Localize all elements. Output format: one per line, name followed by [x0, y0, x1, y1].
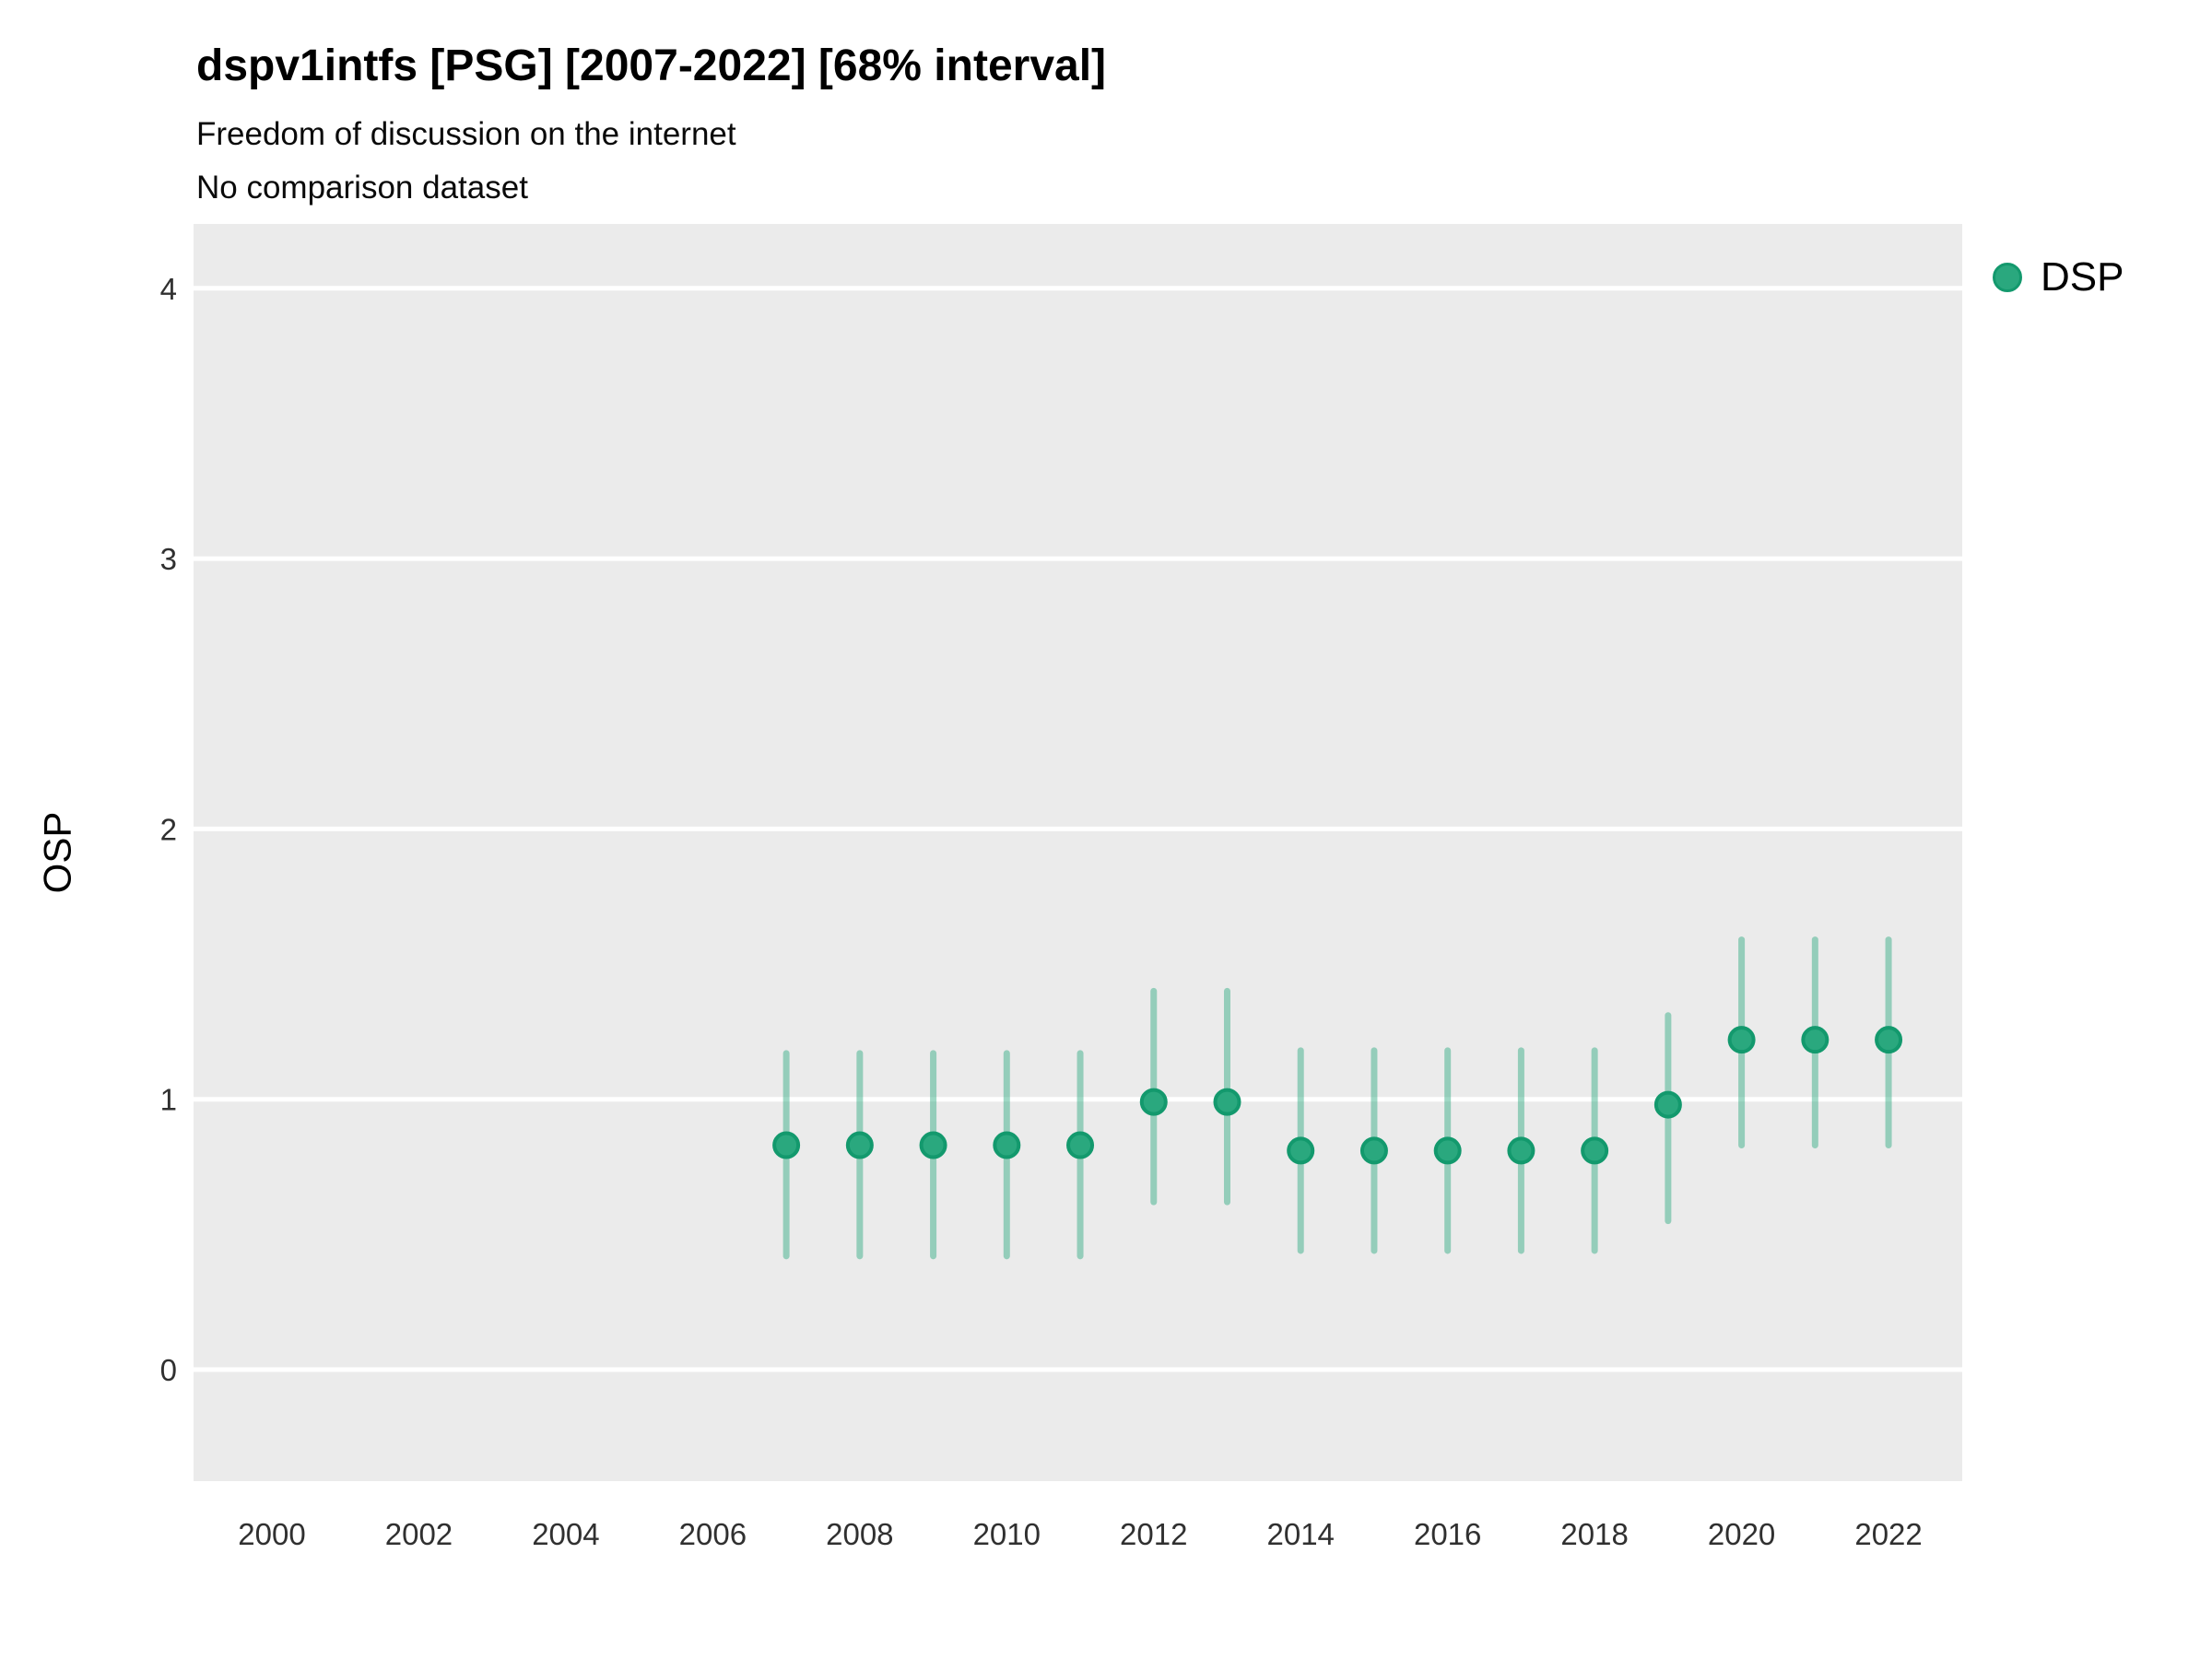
data-point: [1507, 1136, 1535, 1165]
comparison-note: No comparison dataset: [196, 170, 528, 206]
x-tick-label: 2022: [1854, 1517, 1922, 1551]
legend-dot-icon: [1993, 263, 2022, 292]
data-point: [1581, 1136, 1609, 1165]
data-point: [919, 1131, 947, 1159]
y-tick-label: 0: [160, 1353, 177, 1387]
data-point: [772, 1131, 801, 1159]
y-tick-label: 2: [160, 812, 177, 846]
data-point: [845, 1131, 874, 1159]
y-tick-label: 1: [160, 1083, 177, 1117]
legend: DSP: [1993, 254, 2124, 300]
x-tick-label: 2006: [679, 1517, 747, 1551]
data-point: [1213, 1088, 1241, 1116]
chart-subtitle: Freedom of discussion on the internet: [196, 116, 736, 152]
chart-title: dspv1intfs [PSG] [2007-2022] [68% interv…: [196, 41, 1107, 90]
data-point: [1359, 1136, 1388, 1165]
data-point: [993, 1131, 1021, 1159]
data-point: [1875, 1026, 1903, 1054]
y-tick-label: 3: [160, 542, 177, 576]
y-tick-label: 4: [160, 272, 177, 306]
x-tick-label: 2020: [1708, 1517, 1775, 1551]
data-point: [1287, 1136, 1315, 1165]
data-point: [1727, 1026, 1756, 1054]
x-tick-label: 2016: [1414, 1517, 1481, 1551]
x-tick-label: 2004: [532, 1517, 599, 1551]
x-tick-label: 2014: [1267, 1517, 1335, 1551]
plot-panel: [194, 224, 1962, 1481]
x-tick-label: 2008: [826, 1517, 893, 1551]
x-tick-label: 2018: [1560, 1517, 1628, 1551]
data-point: [1653, 1090, 1682, 1119]
legend-label: DSP: [2041, 254, 2124, 300]
data-point: [1066, 1131, 1095, 1159]
data-point: [1433, 1136, 1462, 1165]
x-tick-label: 2012: [1120, 1517, 1187, 1551]
x-tick-label: 2002: [385, 1517, 453, 1551]
data-point: [1801, 1026, 1830, 1054]
x-tick-label: 2000: [238, 1517, 305, 1551]
x-tick-label: 2010: [973, 1517, 1041, 1551]
data-point: [1139, 1088, 1168, 1116]
